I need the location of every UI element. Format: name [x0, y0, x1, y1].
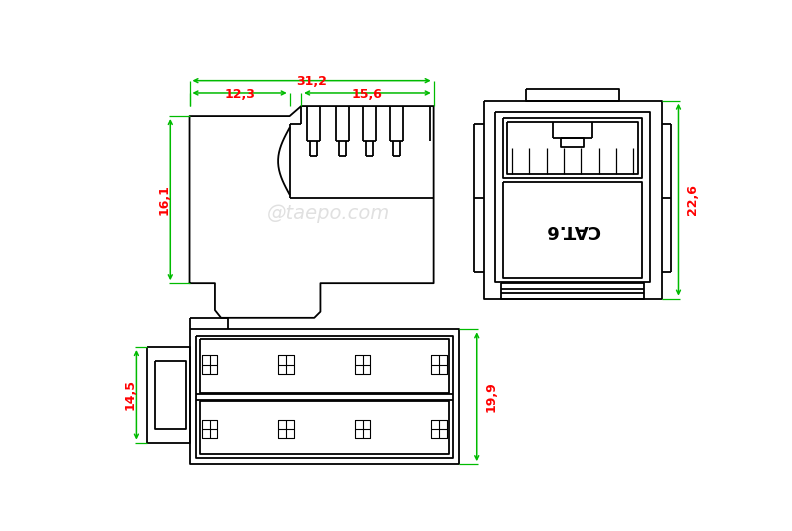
Text: 22,6: 22,6: [686, 184, 699, 215]
Text: 16,1: 16,1: [158, 184, 170, 215]
Text: 19,9: 19,9: [485, 381, 497, 412]
Text: 14,5: 14,5: [124, 379, 137, 410]
Text: @taepo.com: @taepo.com: [266, 204, 390, 224]
Text: 12,3: 12,3: [224, 88, 255, 100]
Text: 15,6: 15,6: [352, 88, 383, 100]
Text: 31,2: 31,2: [296, 75, 327, 88]
Text: CAT.6: CAT.6: [545, 221, 600, 238]
